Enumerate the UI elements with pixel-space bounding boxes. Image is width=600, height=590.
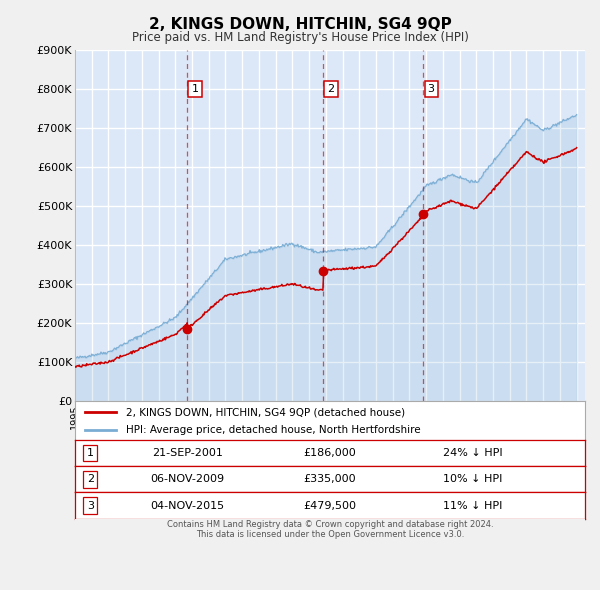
Text: Price paid vs. HM Land Registry's House Price Index (HPI): Price paid vs. HM Land Registry's House …: [131, 31, 469, 44]
Text: 04-NOV-2015: 04-NOV-2015: [150, 501, 224, 510]
Text: 1: 1: [87, 448, 94, 458]
Text: 11% ↓ HPI: 11% ↓ HPI: [443, 501, 502, 510]
Text: 1: 1: [191, 84, 199, 94]
Text: HPI: Average price, detached house, North Hertfordshire: HPI: Average price, detached house, Nort…: [126, 425, 421, 435]
Text: 10% ↓ HPI: 10% ↓ HPI: [443, 474, 502, 484]
Text: 24% ↓ HPI: 24% ↓ HPI: [443, 448, 503, 458]
Text: 2: 2: [328, 84, 334, 94]
Text: £186,000: £186,000: [304, 448, 356, 458]
Text: £479,500: £479,500: [304, 501, 356, 510]
Text: 21-SEP-2001: 21-SEP-2001: [152, 448, 223, 458]
Text: 2, KINGS DOWN, HITCHIN, SG4 9QP: 2, KINGS DOWN, HITCHIN, SG4 9QP: [149, 17, 451, 31]
Text: This data is licensed under the Open Government Licence v3.0.: This data is licensed under the Open Gov…: [196, 530, 464, 539]
Text: 2: 2: [87, 474, 94, 484]
Text: Contains HM Land Registry data © Crown copyright and database right 2024.: Contains HM Land Registry data © Crown c…: [167, 520, 493, 529]
Text: 3: 3: [87, 501, 94, 510]
Text: 2, KINGS DOWN, HITCHIN, SG4 9QP (detached house): 2, KINGS DOWN, HITCHIN, SG4 9QP (detache…: [126, 407, 405, 417]
Text: 3: 3: [428, 84, 434, 94]
Text: £335,000: £335,000: [304, 474, 356, 484]
Text: 06-NOV-2009: 06-NOV-2009: [150, 474, 224, 484]
